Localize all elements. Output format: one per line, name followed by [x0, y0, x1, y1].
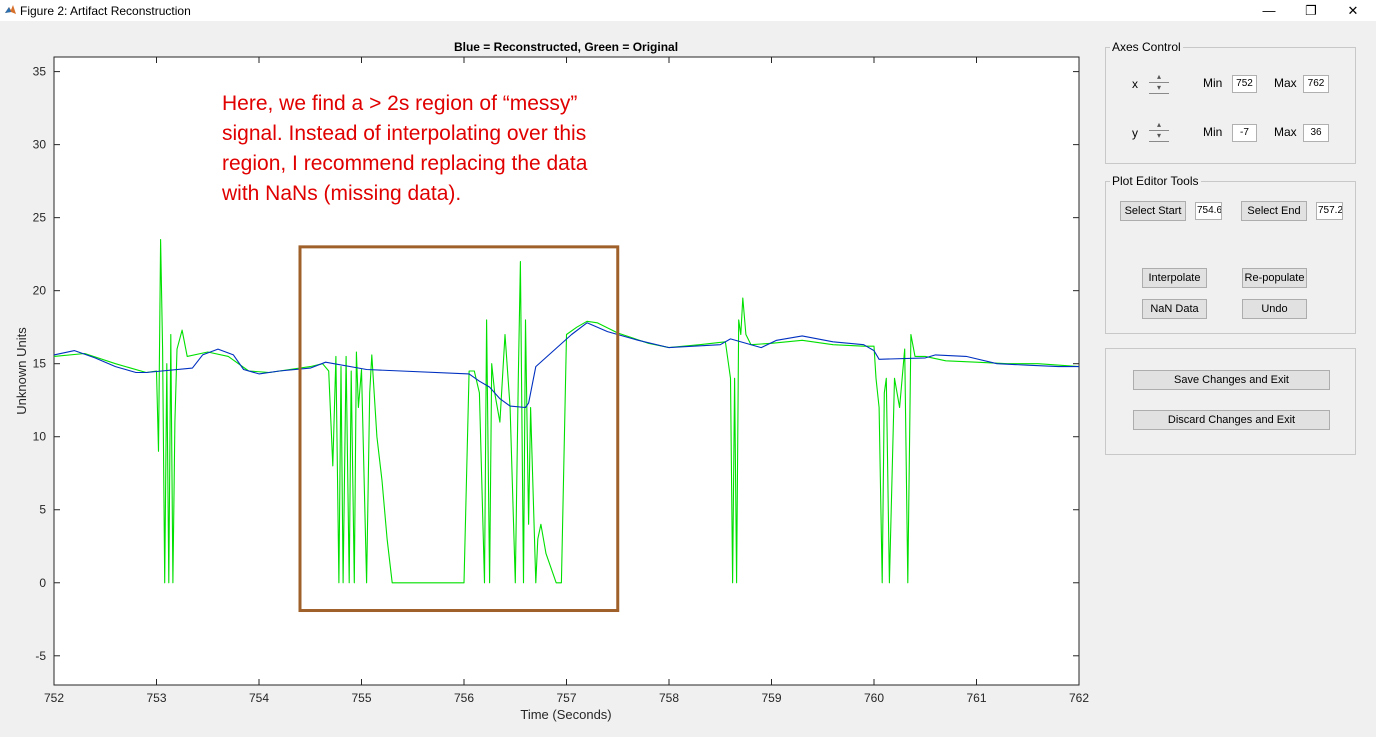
x-tick-label: 752: [44, 691, 64, 705]
annotation-line: with NaNs (missing data).: [221, 182, 461, 205]
x-spinner[interactable]: ▴ ▾: [1149, 72, 1169, 94]
y-max-field[interactable]: 36: [1303, 124, 1329, 142]
annotation-text: Here, we find a > 2s region of “messy” s…: [221, 92, 588, 205]
y-tick-label: -5: [35, 649, 46, 663]
x-tick-label: 753: [146, 691, 166, 705]
y-max-label: Max: [1274, 125, 1297, 139]
y-axis-label-control: y: [1132, 126, 1138, 140]
x-tick-label: 760: [864, 691, 884, 705]
x-tick-label: 757: [556, 691, 576, 705]
select-start-button[interactable]: Select Start: [1120, 201, 1186, 221]
y-tick-label: 20: [33, 284, 47, 298]
matlab-icon: [5, 5, 16, 14]
y-axis-label: Unknown Units: [14, 327, 29, 415]
spin-up-icon[interactable]: ▴: [1149, 72, 1169, 83]
x-axis-label-control: x: [1132, 77, 1138, 91]
y-tick-label: 25: [33, 211, 47, 225]
nan-data-button[interactable]: NaN Data: [1142, 299, 1207, 319]
repopulate-button[interactable]: Re-populate: [1242, 268, 1307, 288]
y-tick-label: 0: [39, 576, 46, 590]
y-min-field[interactable]: -7: [1232, 124, 1257, 142]
select-end-button[interactable]: Select End: [1241, 201, 1307, 221]
reconstructed-signal-line: [53, 322, 1079, 409]
close-button[interactable]: ✕: [1347, 3, 1359, 18]
x-tick-label: 754: [249, 691, 269, 705]
spin-up-icon[interactable]: ▴: [1149, 120, 1169, 131]
x-tick-label: 756: [454, 691, 474, 705]
y-tick-label: 30: [33, 138, 47, 152]
plot-editor-title: Plot Editor Tools: [1110, 174, 1201, 188]
x-tick-label: 759: [761, 691, 781, 705]
x-max-field[interactable]: 762: [1303, 75, 1329, 93]
y-tick-label: 15: [33, 357, 47, 371]
y-min-label: Min: [1203, 125, 1223, 139]
discard-changes-button[interactable]: Discard Changes and Exit: [1133, 410, 1330, 430]
spin-down-icon[interactable]: ▾: [1149, 83, 1169, 94]
x-min-label: Min: [1203, 76, 1223, 90]
select-end-field[interactable]: 757.24: [1316, 202, 1343, 220]
y-tick-label: 35: [33, 65, 47, 79]
interpolate-button[interactable]: Interpolate: [1142, 268, 1207, 288]
y-tick-label: 10: [33, 430, 47, 444]
undo-button[interactable]: Undo: [1242, 299, 1307, 319]
select-start-field[interactable]: 754.6: [1195, 202, 1222, 220]
x-axis-label: Time (Seconds): [520, 707, 611, 722]
annotation-line: Here, we find a > 2s region of “messy”: [222, 92, 577, 115]
plot-editor-panel: Plot Editor Tools Select Start 754.6 Sel…: [1105, 174, 1356, 334]
save-changes-button[interactable]: Save Changes and Exit: [1133, 370, 1330, 390]
window-titlebar: Figure 2: Artifact Reconstruction — ❐ ✕: [0, 0, 1376, 21]
y-tick-label: 5: [39, 503, 46, 517]
annotation-line: region, I recommend replacing the data: [222, 152, 588, 175]
axes-control-title: Axes Control: [1110, 40, 1183, 54]
restore-button[interactable]: ❐: [1305, 3, 1317, 18]
window-title: Figure 2: Artifact Reconstruction: [20, 4, 191, 18]
x-tick-label: 761: [966, 691, 986, 705]
chart-title: Blue = Reconstructed, Green = Original: [454, 40, 678, 54]
x-tick-label: 758: [659, 691, 679, 705]
x-min-field[interactable]: 752: [1232, 75, 1257, 93]
axes-control-panel: Axes Control x ▴ ▾ Min 752 Max 762 y ▴ ▾…: [1105, 40, 1356, 164]
plot-area: Blue = Reconstructed, Green = Original T…: [14, 40, 1089, 722]
x-tick-label: 762: [1069, 691, 1089, 705]
exit-actions-panel: Save Changes and Exit Discard Changes an…: [1105, 348, 1356, 455]
x-max-label: Max: [1274, 76, 1297, 90]
annotation-line: signal. Instead of interpolating over th…: [222, 122, 586, 145]
y-spinner[interactable]: ▴ ▾: [1149, 120, 1169, 142]
minimize-button[interactable]: —: [1262, 3, 1276, 18]
spin-down-icon[interactable]: ▾: [1149, 131, 1169, 142]
x-tick-label: 755: [351, 691, 371, 705]
annotation-box: [298, 245, 620, 613]
